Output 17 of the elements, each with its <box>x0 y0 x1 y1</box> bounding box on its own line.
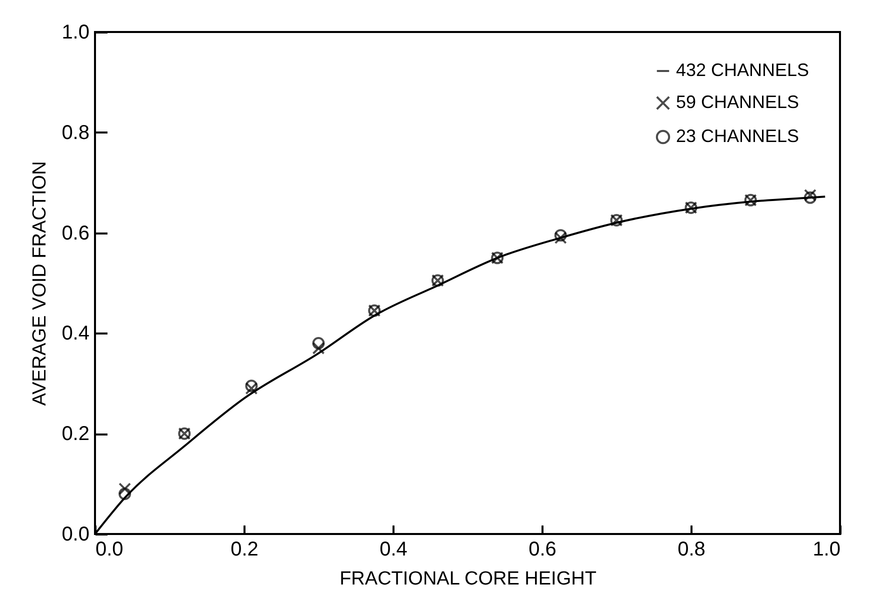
y-tick-label: 0.2 <box>62 423 90 446</box>
x-tick-label: 0.0 <box>96 538 124 560</box>
x-tick-label: 0.4 <box>380 538 408 560</box>
legend-label: 23 CHANNELS <box>676 126 800 146</box>
legend-label: 59 CHANNELS <box>676 92 800 112</box>
y-axis-title: AVERAGE VOID FRACTION <box>30 161 51 406</box>
y-tick-label: 0.6 <box>62 222 90 244</box>
y-tick-label: 0.0 <box>62 524 90 546</box>
y-tick-label: 0.8 <box>62 122 90 144</box>
x-tick-label: 0.2 <box>230 538 258 560</box>
x-axis-title: FRACTIONAL CORE HEIGHT <box>340 568 597 590</box>
y-tick-label: 1.0 <box>62 22 90 44</box>
legend-label: 432 CHANNELS <box>676 60 810 80</box>
x-tick-label: 0.8 <box>678 538 706 560</box>
y-tick-label: 0.4 <box>62 322 90 345</box>
x-tick-label: 1.0 <box>812 538 840 560</box>
x-tick-label: 0.6 <box>528 538 556 560</box>
